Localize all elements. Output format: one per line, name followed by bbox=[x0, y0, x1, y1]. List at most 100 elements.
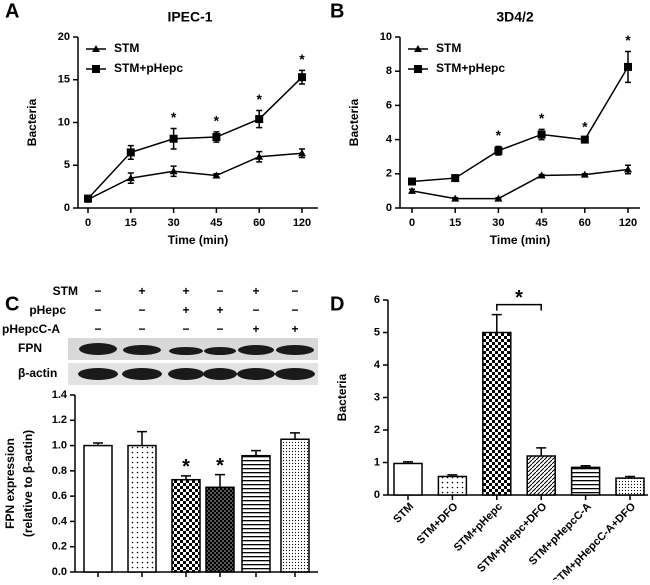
bar bbox=[241, 454, 271, 573]
condition-sign: − bbox=[94, 322, 101, 336]
condition-sign: − bbox=[252, 303, 259, 317]
significance: * bbox=[216, 455, 224, 477]
x-tick-label: 120 bbox=[293, 217, 311, 229]
bar bbox=[393, 462, 423, 496]
legend-marker bbox=[414, 65, 422, 73]
marker bbox=[580, 135, 589, 144]
panel-label: B bbox=[330, 0, 344, 22]
y-axis-label: Bacteria bbox=[335, 374, 349, 422]
x-tick-label: 60 bbox=[253, 217, 265, 229]
significance: * bbox=[625, 32, 631, 48]
marker bbox=[580, 170, 589, 178]
band-label: β-actin bbox=[18, 366, 57, 380]
band-label: FPN bbox=[18, 341, 42, 355]
legend-label: STM+pHepc bbox=[436, 61, 505, 75]
error-bar bbox=[137, 430, 147, 446]
y-tick-label: 10 bbox=[58, 116, 70, 128]
marker bbox=[84, 194, 92, 203]
y-tick-label: 0 bbox=[64, 202, 70, 214]
y-tick-label: 0 bbox=[374, 489, 380, 501]
marker bbox=[408, 186, 416, 194]
condition-sign: − bbox=[291, 303, 298, 317]
significance: * bbox=[299, 51, 305, 67]
bar bbox=[280, 438, 310, 573]
series-line bbox=[87, 76, 303, 200]
condition-label: pHepc bbox=[29, 303, 66, 317]
x-tick-label: 0 bbox=[409, 217, 415, 229]
y-tick-label: 1.0 bbox=[52, 439, 67, 451]
marker bbox=[212, 171, 221, 179]
condition-sign: − bbox=[291, 284, 298, 298]
legend-label: STM bbox=[114, 41, 139, 55]
x-axis-label: Time (min) bbox=[490, 233, 550, 247]
legend-marker bbox=[92, 65, 100, 73]
y-tick-label: 6 bbox=[374, 294, 380, 306]
y-tick-label: 8 bbox=[386, 65, 392, 77]
x-tick-label: 45 bbox=[535, 217, 547, 229]
marker bbox=[212, 133, 221, 142]
y-axis-label: (relative to β-actin) bbox=[21, 430, 35, 537]
marker bbox=[624, 165, 632, 173]
condition-sign: + bbox=[252, 322, 259, 336]
panel-label: A bbox=[5, 0, 19, 22]
y-tick-label: 1.4 bbox=[52, 389, 68, 401]
bar bbox=[83, 444, 113, 573]
y-tick-label: 3 bbox=[374, 391, 380, 403]
marker bbox=[537, 130, 546, 139]
condition-sign: − bbox=[138, 303, 145, 317]
x-tick-label: STM bbox=[391, 501, 416, 526]
marker bbox=[624, 62, 632, 71]
significance: * bbox=[256, 91, 262, 107]
y-axis-label: Bacteria bbox=[25, 99, 39, 147]
marker bbox=[298, 149, 306, 157]
series-line bbox=[87, 152, 303, 201]
marker bbox=[169, 167, 178, 175]
legend-marker bbox=[92, 45, 100, 52]
x-tick-label: 30 bbox=[167, 217, 179, 229]
y-tick-label: 0.0 bbox=[52, 566, 67, 578]
y-tick-label: 0.6 bbox=[52, 490, 67, 502]
legend-marker bbox=[414, 45, 422, 52]
significance: * bbox=[582, 119, 588, 135]
y-tick-label: 0.4 bbox=[52, 515, 68, 527]
marker bbox=[451, 194, 460, 202]
error-bar bbox=[491, 313, 502, 333]
legend-label: STM bbox=[436, 41, 461, 55]
error-bar bbox=[251, 449, 261, 456]
condition-sign: − bbox=[138, 322, 145, 336]
condition-sign: + bbox=[182, 284, 189, 298]
panel-label: D bbox=[330, 293, 344, 315]
bar bbox=[570, 466, 601, 496]
panel-label: C bbox=[5, 293, 19, 315]
condition-label: STM bbox=[53, 284, 78, 298]
chart-title: 3D4/2 bbox=[496, 9, 534, 25]
comparison-bracket bbox=[496, 303, 542, 311]
error-bar bbox=[536, 447, 547, 456]
bar bbox=[615, 477, 645, 496]
bar bbox=[526, 455, 556, 496]
x-tick-label: 60 bbox=[579, 217, 591, 229]
marker bbox=[494, 146, 503, 155]
x-tick-label: STM+DFO bbox=[415, 500, 461, 546]
condition-sign: + bbox=[216, 303, 223, 317]
y-tick-label: 4 bbox=[374, 359, 381, 371]
bar bbox=[482, 331, 512, 496]
x-tick-label: 120 bbox=[619, 217, 637, 229]
legend-label: STM+pHepc bbox=[114, 61, 183, 75]
y-tick-label: 1.2 bbox=[52, 414, 67, 426]
y-tick-label: 5 bbox=[374, 326, 380, 338]
y-tick-label: 1 bbox=[374, 456, 380, 468]
condition-sign: + bbox=[252, 284, 259, 298]
condition-label: pHepcC-A bbox=[2, 322, 60, 336]
x-tick-label: 0 bbox=[85, 217, 91, 229]
y-tick-label: 2 bbox=[386, 168, 392, 180]
y-tick-label: 5 bbox=[64, 159, 70, 171]
condition-sign: − bbox=[94, 303, 101, 317]
marker bbox=[255, 115, 264, 124]
series-line bbox=[411, 66, 629, 183]
condition-sign: + bbox=[182, 303, 189, 317]
significance: * bbox=[182, 456, 190, 478]
series-line bbox=[411, 168, 629, 200]
marker bbox=[298, 73, 306, 82]
